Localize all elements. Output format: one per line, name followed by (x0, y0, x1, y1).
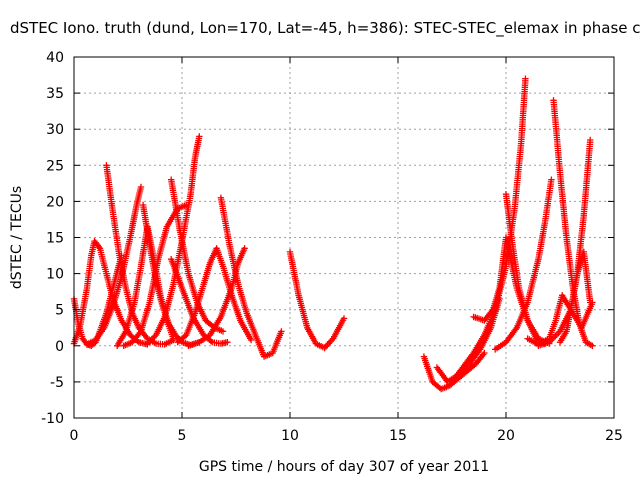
data-series (524, 292, 596, 348)
y-tick-label: 15 (46, 231, 64, 247)
y-tick-label: 20 (46, 194, 64, 210)
ticks: 0 5 10 15 20 25 -10 -5 0 5 10 15 20 25 30 35 40 (41, 50, 623, 444)
y-tick-label: -10 (41, 411, 64, 427)
data-series (502, 191, 549, 347)
x-tick-label: 5 (178, 428, 187, 444)
data-markers (144, 133, 203, 347)
data-markers (83, 183, 145, 348)
x-tick-label: 20 (497, 428, 515, 444)
x-axis-label: GPS time / hours of day 307 of year 2011 (199, 459, 489, 475)
y-tick-label: 40 (46, 50, 64, 66)
x-tick-label: 25 (605, 428, 623, 444)
data-series (492, 176, 555, 353)
y-tick-label: -5 (50, 375, 64, 391)
grid (74, 57, 614, 418)
data-series (83, 183, 145, 348)
y-tick-label: 0 (55, 339, 64, 355)
data-series (286, 248, 348, 352)
data-markers (502, 191, 549, 347)
y-tick-label: 5 (55, 303, 64, 319)
data-series (217, 194, 285, 360)
data-markers (286, 248, 348, 352)
data-markers (174, 245, 255, 346)
data-markers (448, 75, 529, 386)
data-layer (70, 75, 596, 393)
x-tick-label: 10 (281, 428, 299, 444)
data-markers (217, 194, 285, 360)
y-tick-label: 10 (46, 267, 64, 283)
y-axis-label: dSTEC / TECUs (9, 186, 25, 289)
y-tick-label: 35 (46, 86, 64, 102)
data-series (174, 245, 255, 346)
data-series (144, 133, 203, 347)
data-markers (492, 176, 555, 353)
data-series (103, 162, 177, 348)
y-tick-label: 25 (46, 158, 64, 174)
chart-title: dSTEC Iono. truth (dund, Lon=170, Lat=-4… (10, 19, 640, 37)
data-markers (524, 292, 596, 348)
data-series (185, 245, 248, 349)
x-tick-label: 0 (70, 428, 79, 444)
x-tick-label: 15 (389, 428, 407, 444)
data-markers (185, 245, 248, 349)
y-tick-label: 30 (46, 122, 64, 138)
data-markers (103, 162, 177, 348)
data-series (448, 75, 529, 386)
